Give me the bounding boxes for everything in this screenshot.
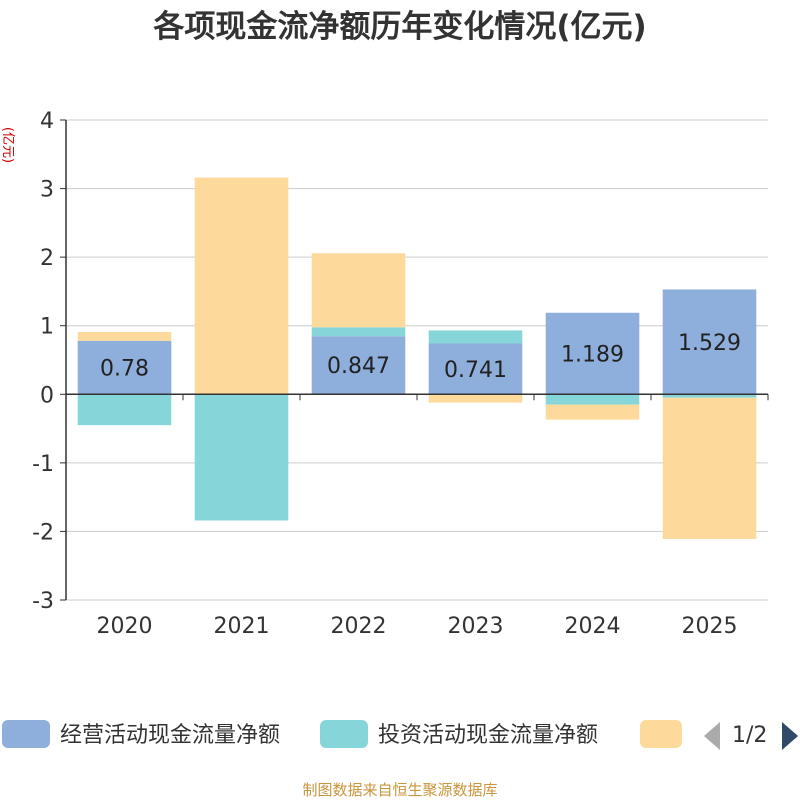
bar-group <box>77 177 757 539</box>
bar-financing <box>545 404 640 420</box>
x-tick-label: 2023 <box>448 614 504 639</box>
y-tick-label: -2 <box>32 520 54 545</box>
y-tick-label: 2 <box>40 246 54 271</box>
y-tick-label: -3 <box>32 589 54 614</box>
y-tick-label: 4 <box>40 109 54 134</box>
x-tick-label: 2024 <box>565 614 621 639</box>
bar-investing <box>77 394 172 426</box>
legend-swatch-financing[interactable] <box>640 720 682 748</box>
x-tick-label: 2025 <box>682 614 738 639</box>
legend: 经营活动现金流量净额 投资活动现金流量净额 1/2 <box>2 720 798 750</box>
bar-operating <box>77 340 172 395</box>
bar-investing <box>194 394 289 521</box>
x-axis-ticks: 2020 2021 2022 2023 2024 2025 <box>65 394 769 639</box>
grid-lines <box>66 119 768 601</box>
y-tick-label: 3 <box>40 178 54 203</box>
y-tick-label: -1 <box>32 452 54 477</box>
bar-investing <box>545 394 640 405</box>
bar-financing <box>428 394 523 403</box>
bar-operating <box>311 336 406 395</box>
x-tick-label: 2022 <box>331 614 387 639</box>
source-note: 制图数据来自恒生聚源数据库 <box>302 781 497 799</box>
triangle-right-icon[interactable] <box>782 722 798 750</box>
x-tick-label: 2020 <box>97 614 153 639</box>
legend-label-investing[interactable]: 投资活动现金流量净额 <box>378 723 598 748</box>
y-tick-label: 1 <box>40 315 54 340</box>
legend-swatch-investing[interactable] <box>320 720 368 748</box>
data-label-operating: 1.189 <box>561 343 624 368</box>
data-label-operating: 0.78 <box>100 357 149 382</box>
bar-operating <box>662 289 757 395</box>
triangle-left-icon[interactable] <box>704 722 720 750</box>
bar-operating <box>545 312 640 395</box>
data-label-operating: 1.529 <box>678 331 741 356</box>
bar-investing <box>311 327 406 337</box>
bar-financing <box>194 177 289 395</box>
bar-financing <box>311 253 406 328</box>
bar-investing <box>428 330 523 344</box>
y-axis-unit: (亿元) <box>0 127 15 163</box>
x-tick-label: 2021 <box>214 614 270 639</box>
legend-page-indicator: 1/2 <box>732 723 767 748</box>
data-label-operating: 0.741 <box>444 358 507 383</box>
data-label-operating: 0.847 <box>327 354 390 379</box>
data-labels: 0.78 0.847 0.741 1.189 1.529 <box>100 331 741 383</box>
bar-financing <box>77 331 172 341</box>
bar-operating <box>428 343 523 395</box>
legend-swatch-operating[interactable] <box>2 720 50 748</box>
bar-investing <box>662 394 757 398</box>
y-tick-label: 0 <box>40 383 54 408</box>
bar-financing <box>662 397 757 539</box>
legend-label-operating[interactable]: 经营活动现金流量净额 <box>60 723 280 748</box>
chart-title: 各项现金流净额历年变化情况(亿元) <box>152 9 646 45</box>
y-axis-ticks: 4 3 2 1 0 -1 -2 -3 <box>32 109 66 614</box>
